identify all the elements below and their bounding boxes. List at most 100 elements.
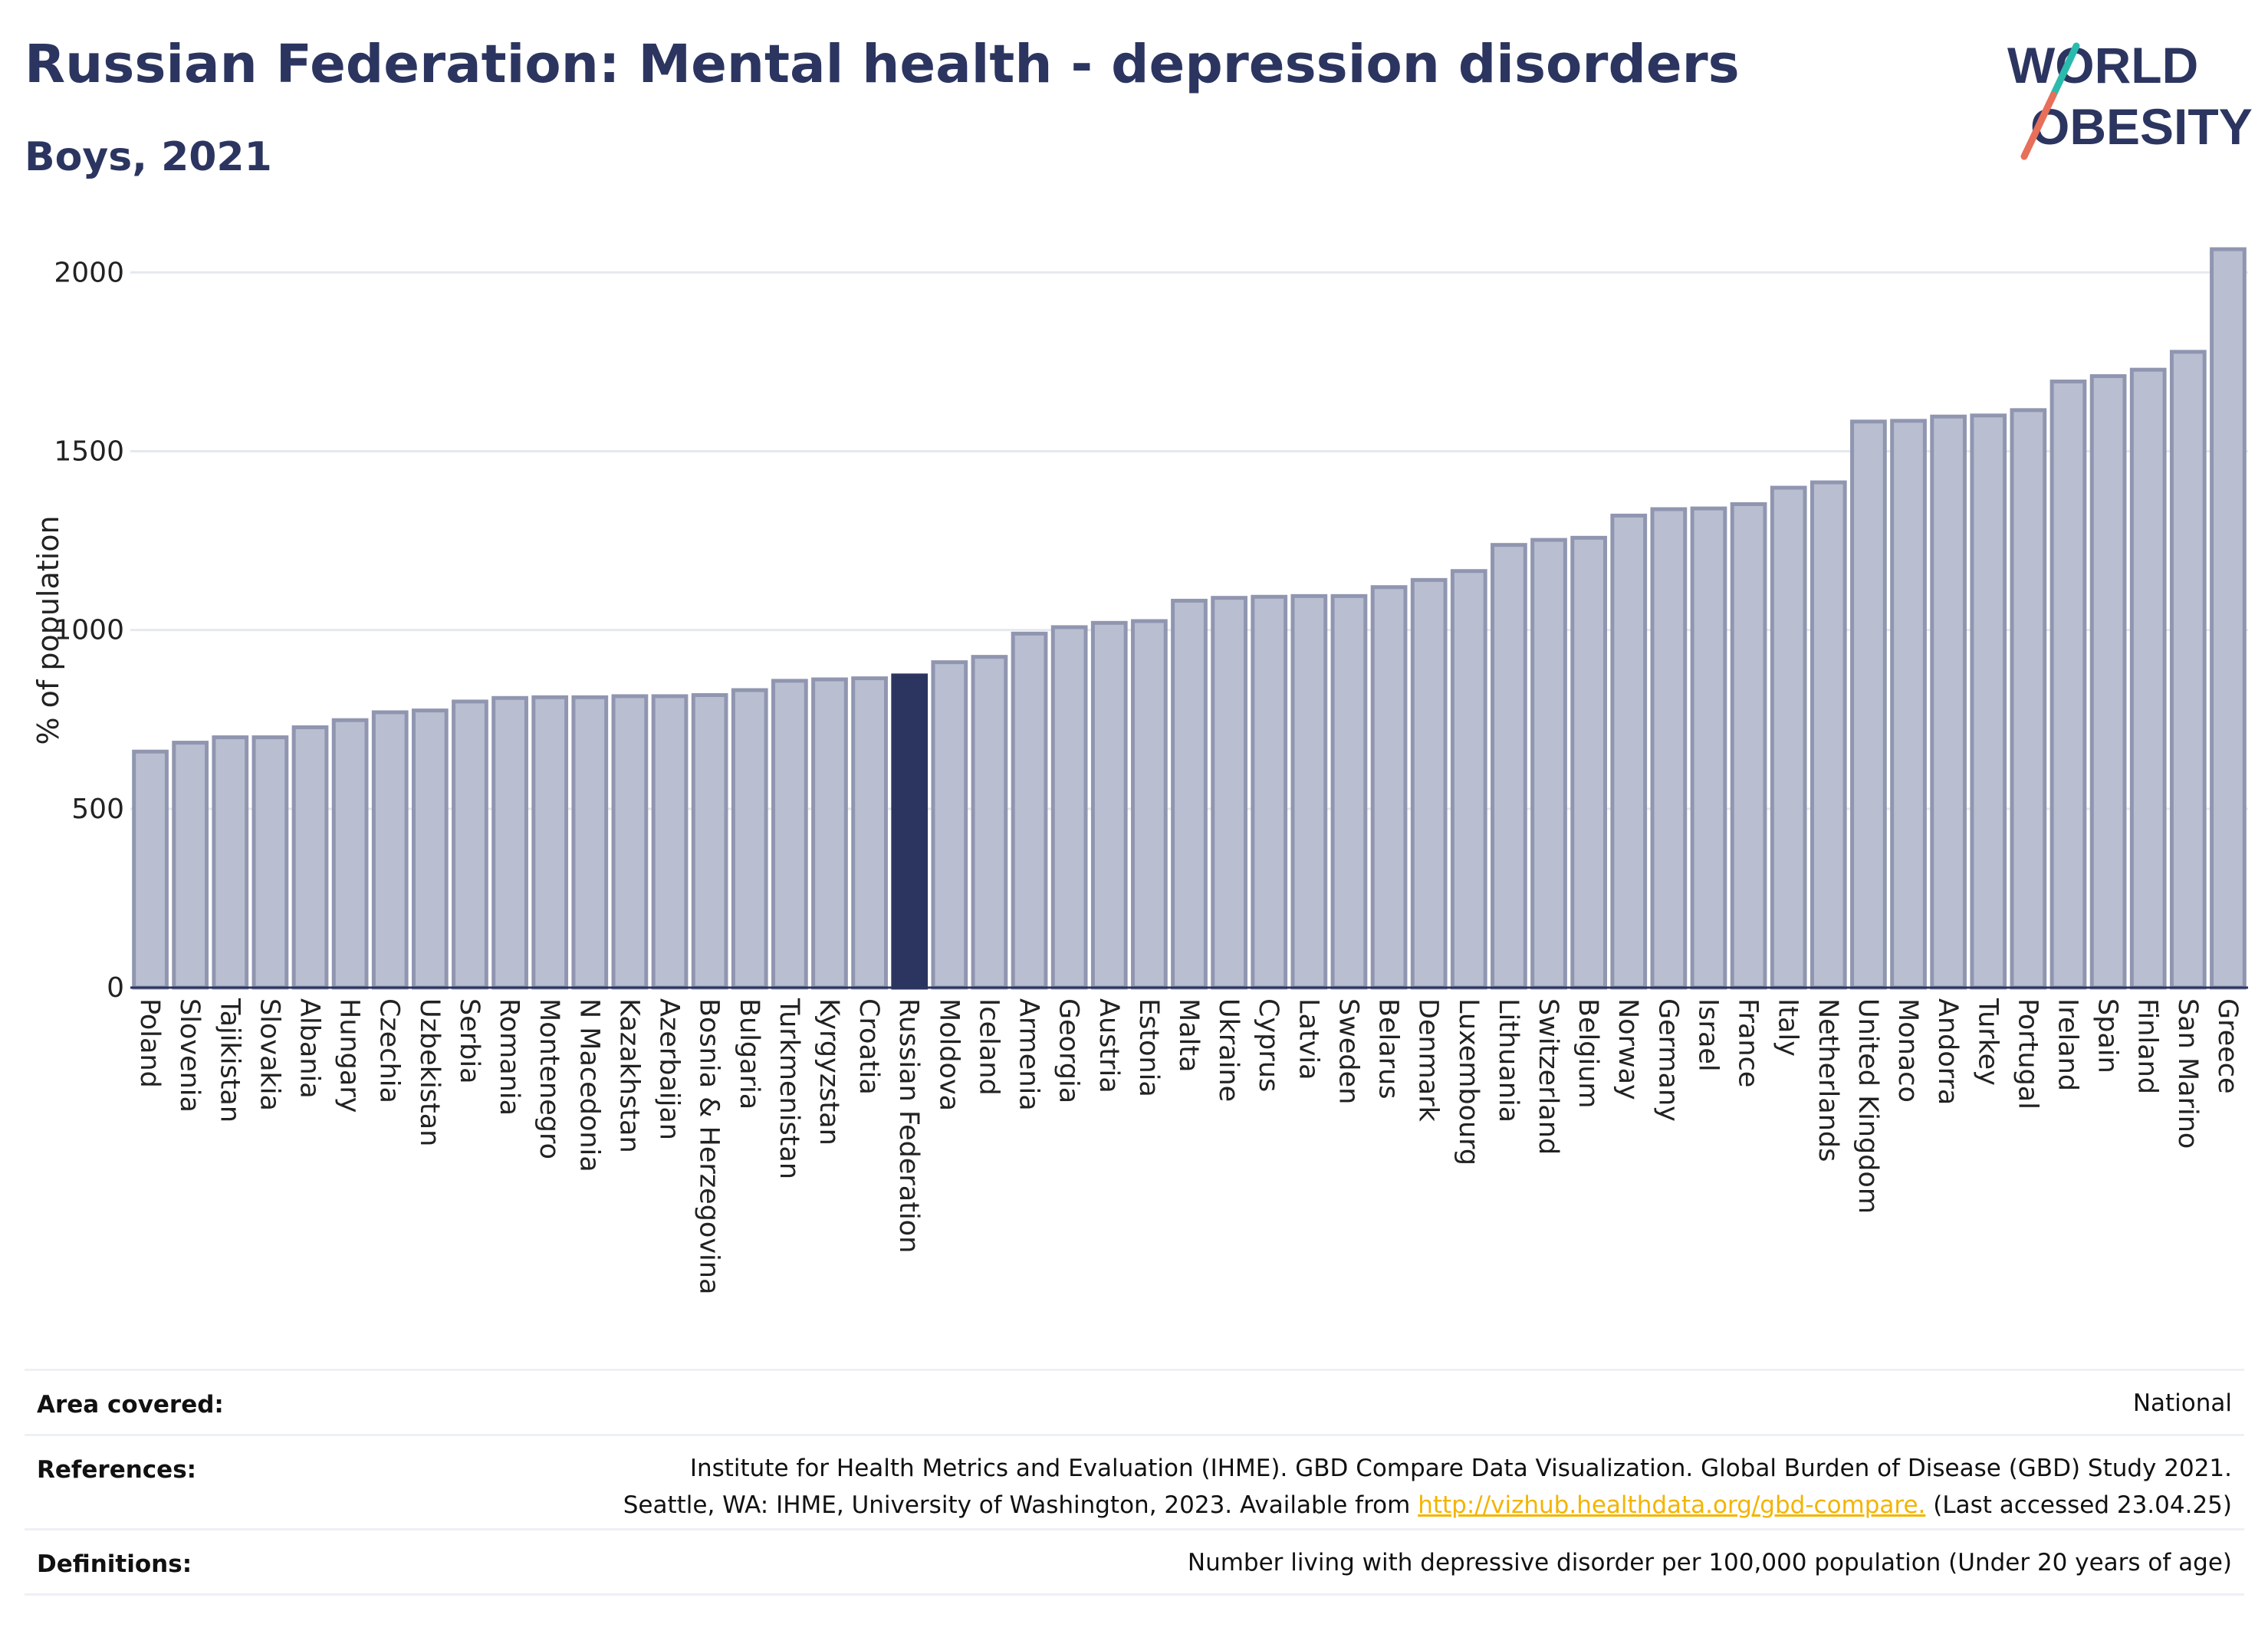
definitions-value: Number living with depressive disorder p… <box>1187 1549 2232 1576</box>
y-tick-label: 500 <box>71 794 124 825</box>
x-tick-label: Lithuania <box>1493 998 1524 1123</box>
bar-highlight <box>891 673 929 990</box>
references-value: Institute for Health Metrics and Evaluat… <box>623 1450 2232 1524</box>
x-tick-label: Czechia <box>374 998 405 1103</box>
y-tick-label: 1000 <box>54 615 124 646</box>
bar <box>411 709 449 990</box>
bar <box>811 677 848 990</box>
x-tick-label: Albania <box>294 998 325 1099</box>
bar <box>1491 543 1527 990</box>
references-link[interactable]: http://vizhub.healthdata.org/gbd-compare… <box>1418 1491 1926 1519</box>
bar <box>571 695 609 990</box>
x-tick-label: Russian Federation <box>893 998 924 1253</box>
x-tick-label: Norway <box>1612 998 1643 1100</box>
x-tick-label: Bulgaria <box>734 998 764 1110</box>
bar <box>1251 594 1288 990</box>
bar <box>531 695 569 990</box>
bar <box>2129 367 2167 990</box>
y-tick-label: 1500 <box>54 436 124 467</box>
x-tick-label: Italy <box>1773 998 1803 1057</box>
svg-text:WORLD: WORLD <box>2007 37 2198 94</box>
bar <box>1090 620 1128 990</box>
y-axis-label: % of population <box>31 515 65 745</box>
bar <box>212 735 249 990</box>
footer-row-references: References: Institute for Health Metrics… <box>25 1434 2244 1528</box>
x-tick-label: Georgia <box>1053 998 1084 1103</box>
y-tick-label: 0 <box>107 972 124 1004</box>
x-tick-label: Moldova <box>933 998 964 1111</box>
x-tick-label: N Macedonia <box>574 998 604 1172</box>
x-tick-label: Armenia <box>1014 998 1044 1111</box>
x-tick-label: Finland <box>2132 998 2163 1094</box>
references-line-2-text: Seattle, WA: IHME, University of Washing… <box>623 1491 1411 1519</box>
bar <box>771 679 808 990</box>
bar <box>1171 598 1208 990</box>
x-tick-label: Belarus <box>1373 998 1404 1100</box>
x-tick-label: Ukraine <box>1213 998 1244 1102</box>
x-tick-label: Austria <box>1093 998 1124 1093</box>
x-tick-label: Kazakhstan <box>613 998 644 1153</box>
bar <box>331 718 369 990</box>
bar <box>172 741 209 990</box>
references-line-2: Seattle, WA: IHME, University of Washing… <box>623 1487 2232 1524</box>
x-tick-label: Malta <box>1173 998 1204 1073</box>
x-tick-label: Denmark <box>1413 998 1444 1123</box>
x-tick-label: Ireland <box>2052 998 2082 1091</box>
bar <box>1850 419 1887 990</box>
bar <box>1809 480 1847 990</box>
bar <box>1890 419 1927 990</box>
x-tick-label: Poland <box>134 998 165 1088</box>
bar <box>2210 247 2247 990</box>
bar <box>1570 535 1607 990</box>
bar <box>452 699 488 990</box>
x-tick-label: Spain <box>2092 998 2123 1073</box>
x-tick-label: Turkey <box>1972 998 2003 1086</box>
x-tick-label: Sweden <box>1333 998 1363 1104</box>
references-line-1: Institute for Health Metrics and Evaluat… <box>689 1455 2232 1482</box>
x-tick-label: Montenegro <box>534 998 564 1159</box>
x-tick-label: Serbia <box>454 998 485 1084</box>
bar <box>1530 538 1567 990</box>
x-tick-label: Estonia <box>1133 998 1164 1097</box>
footer-row-definitions: Definitions: Number living with depressi… <box>25 1528 2244 1596</box>
x-tick-label: Tajikistan <box>214 998 245 1123</box>
x-tick-label: United Kingdom <box>1852 998 1883 1214</box>
area-covered-label: Area covered: <box>37 1391 224 1419</box>
footer-table: Area covered: National References: Insti… <box>25 1369 2244 1596</box>
x-tick-label: Croatia <box>853 998 884 1095</box>
bar <box>731 688 768 990</box>
bar <box>1011 631 1048 990</box>
x-tick-label: Greece <box>2212 998 2243 1094</box>
axes: 0 500 1000 1500 2000 Poland Slovenia Tajikistan… <box>54 257 2248 1294</box>
x-tick-label: Netherlands <box>1813 998 1843 1162</box>
x-tick-label: Iceland <box>973 998 1004 1096</box>
bar <box>851 676 888 990</box>
x-tick-label: Azerbaijan <box>654 998 685 1140</box>
bar <box>1330 593 1368 990</box>
bar <box>1610 513 1648 990</box>
references-line-2-suffix: (Last accessed 23.04.25) <box>1933 1491 2232 1519</box>
x-tick-label: Slovakia <box>254 998 284 1111</box>
bar <box>2010 408 2047 990</box>
footer-row-area: Area covered: National <box>25 1369 2244 1434</box>
bar <box>1730 502 1767 990</box>
bar-chart: 0 500 1000 1500 2000 Poland Slovenia Tajikistan… <box>31 247 2248 1294</box>
bar <box>1690 506 1727 990</box>
bar <box>371 710 409 990</box>
bar <box>1450 569 1487 990</box>
bar <box>251 735 289 990</box>
bar <box>2089 374 2127 990</box>
bar <box>1290 593 1328 990</box>
x-tick-label: Belgium <box>1573 998 1603 1109</box>
definitions-label: Definitions: <box>37 1550 192 1578</box>
x-tick-label: Romania <box>494 998 524 1116</box>
bar <box>291 725 329 990</box>
chart-title: Russian Federation: Mental health - depr… <box>25 34 1740 95</box>
x-tick-label: San Marino <box>2172 998 2203 1149</box>
bar <box>1050 625 1088 990</box>
bar <box>931 660 968 990</box>
bar <box>2169 350 2207 990</box>
bar <box>1370 585 1408 990</box>
world-obesity-logo: WORLD OBESITY <box>2007 37 2253 160</box>
bar <box>491 695 528 990</box>
